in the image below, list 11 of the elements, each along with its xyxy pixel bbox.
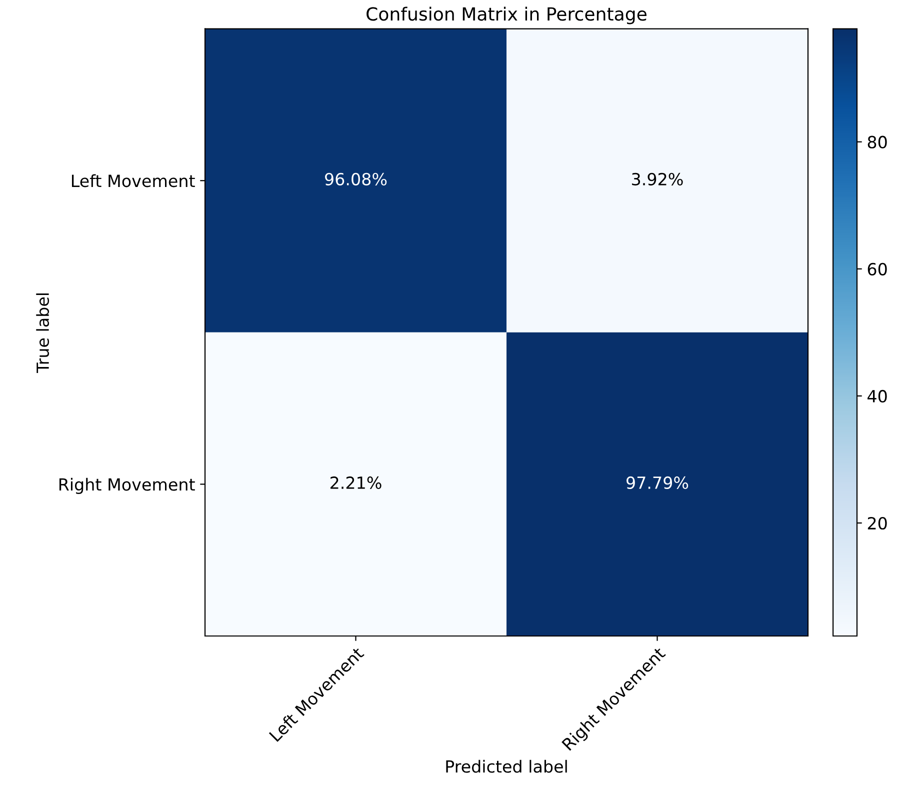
y-axis-title: True label xyxy=(36,293,50,373)
color-bar-label: 60 xyxy=(868,262,887,276)
color-bar-label: 80 xyxy=(868,136,887,148)
color-bar-label: 40 xyxy=(868,390,887,403)
chart-title: Confusion Matrix in Percentage xyxy=(366,6,646,24)
x-axis-title: Predicted label xyxy=(446,760,567,773)
color-bar-label: 20 xyxy=(868,516,887,530)
data-label: 96.08% xyxy=(325,172,387,186)
data-label: 3.92% xyxy=(632,172,683,186)
data-label: 97.79% xyxy=(626,476,688,490)
data-label: 2.21% xyxy=(330,476,382,490)
